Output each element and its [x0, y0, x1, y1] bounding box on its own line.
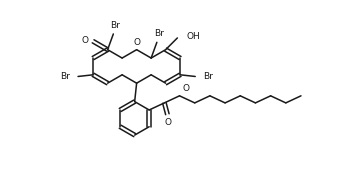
Text: Br: Br [60, 72, 70, 81]
Text: Br: Br [154, 29, 164, 38]
Text: O: O [165, 118, 172, 127]
Text: O: O [81, 36, 88, 45]
Text: Br: Br [110, 21, 120, 30]
Text: Br: Br [203, 72, 213, 81]
Text: O: O [133, 38, 140, 47]
Text: OH: OH [186, 32, 200, 41]
Text: O: O [183, 84, 189, 93]
